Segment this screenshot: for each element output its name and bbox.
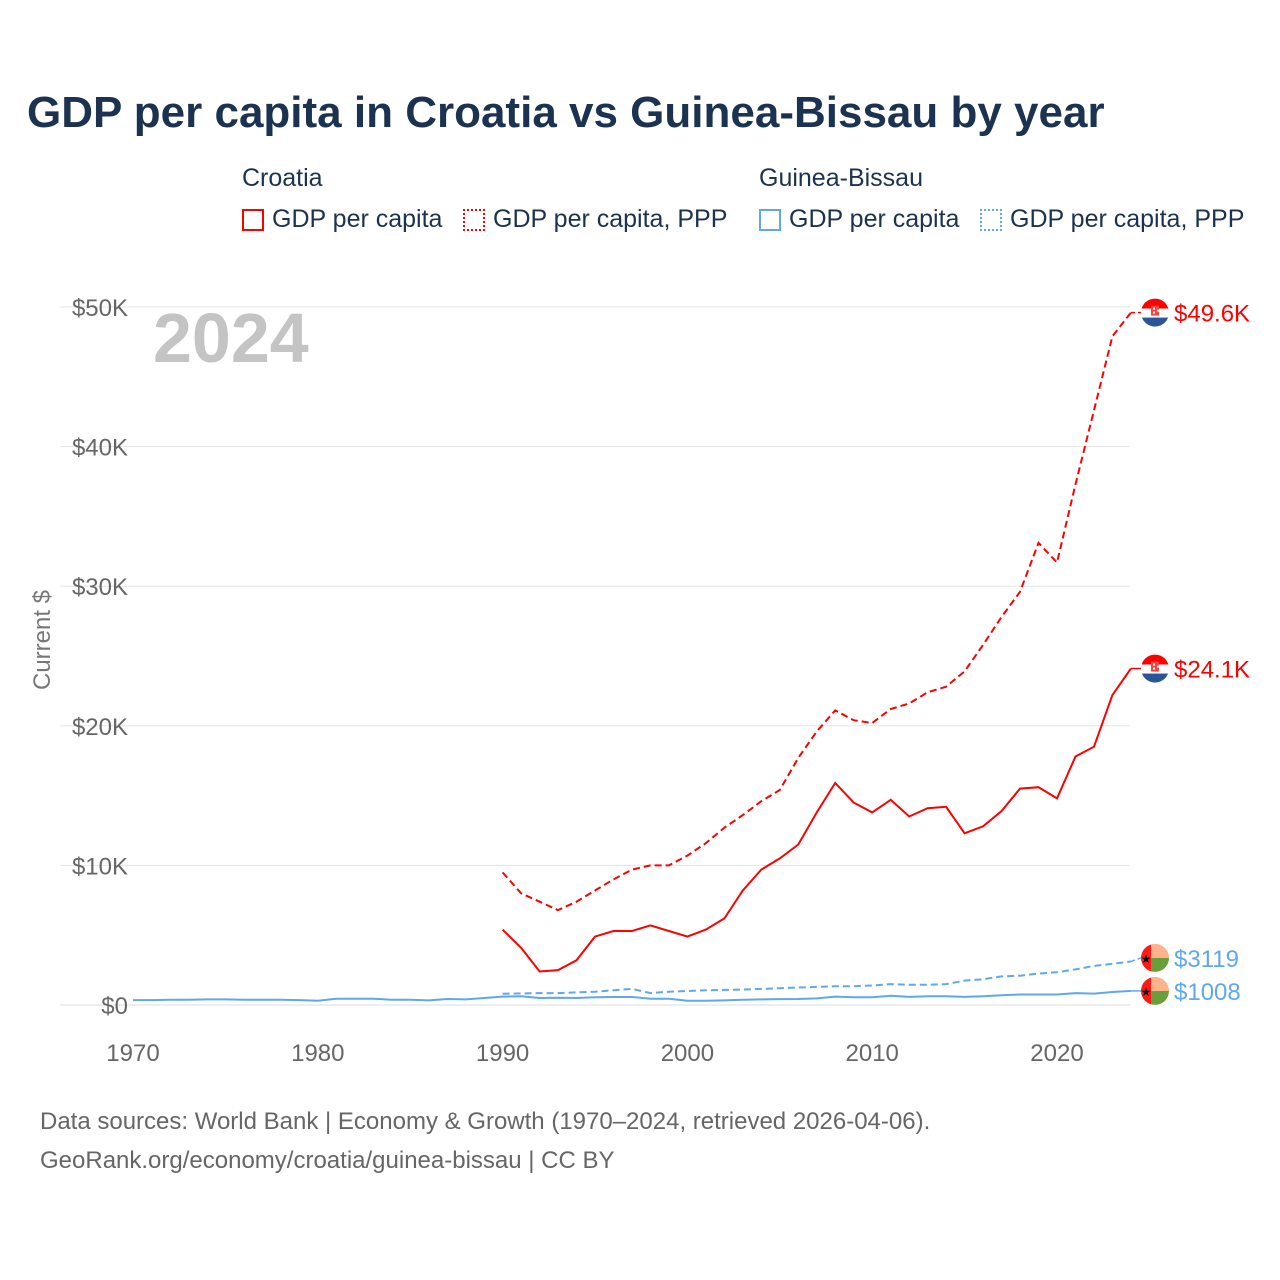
- label-leader: [1130, 957, 1142, 963]
- legend-swatch-dotted: [463, 208, 485, 231]
- svg-text:★: ★: [1141, 985, 1152, 999]
- croatia-flag-icon: [1141, 654, 1169, 683]
- legend-label: GDP per capita: [789, 205, 960, 233]
- guinea-bissau-flag-icon: ★: [1141, 976, 1169, 1005]
- legend-label: GDP per capita, PPP: [493, 205, 728, 233]
- legend-croatia-gdp[interactable]: GDP per capita: [242, 205, 442, 234]
- x-tick-label: 2010: [846, 1040, 899, 1067]
- legend-group-guinea-bissau: Guinea-Bissau: [759, 164, 923, 192]
- chart-title: GDP per capita in Croatia vs Guinea-Biss…: [27, 88, 1105, 137]
- legend-gb-gdp[interactable]: GDP per capita: [759, 205, 959, 234]
- legend-swatch-dotted: [980, 208, 1002, 231]
- x-tick-label: 2000: [661, 1040, 714, 1067]
- end-value-label: $1008: [1174, 979, 1241, 1006]
- end-value-label: $24.1K: [1174, 657, 1250, 684]
- end-value-label: $49.6K: [1174, 301, 1250, 328]
- y-tick-label: $0: [101, 993, 128, 1020]
- y-tick-label: $10K: [72, 853, 128, 880]
- end-value-label: $3119: [1174, 946, 1239, 973]
- series-line: [502, 960, 1132, 995]
- footer-sources: Data sources: World Bank | Economy & Gro…: [40, 1108, 931, 1135]
- y-axis-label: Current $: [29, 590, 56, 690]
- legend-label: GDP per capita, PPP: [1010, 205, 1245, 233]
- series-line: [501, 668, 1132, 973]
- legend-swatch-solid: [759, 208, 781, 231]
- legend-swatch-solid: [242, 208, 264, 231]
- y-tick-label: $30K: [72, 574, 128, 601]
- guinea-bissau-flag-icon: ★: [1141, 943, 1169, 972]
- x-tick-label: 1980: [291, 1040, 344, 1067]
- legend-croatia-ppp[interactable]: GDP per capita, PPP: [463, 205, 727, 234]
- series-line: [501, 311, 1132, 912]
- footer-link[interactable]: GeoRank.org/economy/croatia/guinea-bissa…: [40, 1147, 615, 1174]
- x-tick-label: 1970: [106, 1040, 159, 1067]
- y-tick-label: $20K: [72, 714, 128, 741]
- legend-group-croatia: Croatia: [242, 164, 323, 192]
- y-tick-label: $40K: [72, 435, 128, 462]
- year-watermark: 2024: [153, 299, 309, 377]
- croatia-flag-icon: [1141, 298, 1169, 327]
- svg-text:★: ★: [1141, 952, 1152, 966]
- series-line: [133, 989, 1131, 1002]
- x-tick-label: 2020: [1030, 1040, 1083, 1067]
- legend-gb-ppp[interactable]: GDP per capita, PPP: [980, 205, 1244, 234]
- y-tick-label: $50K: [72, 295, 128, 322]
- legend-label: GDP per capita: [272, 205, 443, 233]
- x-tick-label: 1990: [476, 1040, 529, 1067]
